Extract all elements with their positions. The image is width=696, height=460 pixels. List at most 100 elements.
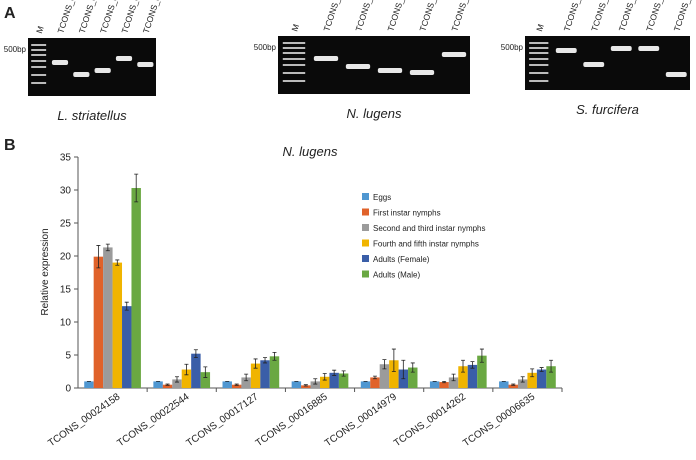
marker-label: 500bp — [4, 45, 27, 54]
y-tick-label: 25 — [60, 219, 72, 230]
error-bar — [96, 245, 101, 269]
error-bar — [410, 362, 415, 373]
error-bar — [124, 301, 129, 311]
error-bar — [451, 373, 456, 382]
error-bar — [105, 243, 110, 252]
species-label: L. striatellus — [57, 108, 127, 123]
bar — [517, 379, 528, 388]
lane-label: TCONS_00022544 — [353, 0, 385, 33]
bar — [93, 256, 104, 388]
error-bar — [115, 259, 120, 266]
error-bar — [382, 359, 387, 370]
legend-swatch — [362, 255, 369, 262]
ladder-band — [31, 44, 47, 46]
bar — [448, 377, 459, 388]
bar — [301, 385, 311, 388]
ladder-band — [529, 80, 549, 82]
bar — [360, 381, 371, 388]
error-bar — [184, 363, 189, 376]
ladder-band — [31, 74, 47, 76]
gel — [525, 36, 690, 90]
error-bar — [401, 359, 406, 380]
error-bar — [313, 378, 318, 385]
bar — [172, 379, 182, 388]
bar — [250, 363, 261, 388]
ladder-band — [282, 80, 306, 82]
legend-swatch — [362, 270, 369, 278]
error-bar — [244, 373, 249, 382]
gel — [278, 36, 470, 94]
bar — [131, 188, 141, 388]
legend-label: Adults (Male) — [373, 271, 420, 280]
error-bar — [134, 173, 139, 203]
bar — [181, 369, 192, 388]
bar — [200, 372, 211, 388]
gel — [28, 38, 156, 96]
bar — [231, 384, 242, 388]
error-bar — [174, 376, 179, 383]
gel-band — [441, 52, 467, 57]
gel-band — [115, 56, 133, 61]
y-tick-label: 10 — [60, 318, 72, 329]
bar — [153, 381, 163, 388]
ladder-band — [31, 82, 47, 84]
bar — [222, 381, 232, 388]
ladder-band — [282, 64, 306, 66]
legend-label: Second and third instar nymphs — [373, 224, 486, 233]
error-bar — [470, 361, 475, 369]
error-bar — [372, 375, 377, 380]
error-bar — [479, 348, 484, 363]
bar — [84, 381, 94, 388]
gel-band — [610, 46, 632, 51]
lane-label: TCONS_00031118 — [617, 0, 649, 33]
ladder-band — [31, 66, 47, 68]
ladder-band — [529, 72, 549, 74]
bar — [269, 356, 280, 388]
bar — [389, 360, 399, 388]
lane-label: TCONS_00014979 — [417, 0, 449, 33]
legend-label: Adults (Female) — [373, 255, 430, 264]
bar — [291, 381, 302, 388]
legend-swatch — [362, 239, 369, 247]
species-label: N. lugens — [347, 106, 402, 121]
error-bar — [530, 368, 535, 378]
bar — [191, 353, 201, 388]
panel-label: A — [4, 5, 16, 22]
gel-band — [73, 72, 90, 77]
gel-band — [638, 46, 660, 51]
lane-label: TCONS_00024158 — [321, 0, 353, 33]
error-bar — [442, 381, 447, 384]
ladder-band — [529, 47, 549, 49]
lane-label: TCONS_00006635 — [449, 0, 481, 33]
ladder-band — [529, 64, 549, 66]
legend-swatch — [362, 208, 369, 216]
ladder-band — [282, 42, 306, 44]
gel-band — [377, 68, 403, 73]
bar — [310, 381, 320, 388]
bar — [112, 262, 123, 388]
lane-label: TCONS_00006341 — [672, 0, 696, 33]
bar — [103, 247, 113, 388]
error-bar — [203, 366, 208, 378]
bar — [329, 372, 339, 388]
ladder-band — [282, 52, 306, 54]
bar — [439, 382, 449, 388]
lane-label: M — [289, 23, 301, 33]
legend-swatch — [362, 224, 369, 231]
marker-label: 500bp — [501, 43, 524, 52]
error-bar — [165, 383, 170, 386]
x-tick-label: TCONS_00014262 — [392, 391, 468, 449]
ladder-band — [529, 52, 549, 54]
gel-band — [345, 64, 371, 69]
bar — [241, 377, 251, 388]
error-bar — [391, 348, 396, 372]
y-axis-label: Relative expression — [40, 228, 51, 315]
error-bar — [263, 357, 268, 364]
error-bar — [234, 383, 239, 386]
y-tick-label: 30 — [60, 186, 72, 197]
y-tick-label: 20 — [60, 252, 72, 263]
lane-label: M — [534, 23, 546, 33]
gel-band — [94, 68, 111, 73]
ladder-band — [31, 49, 47, 51]
gel-band — [665, 72, 687, 77]
